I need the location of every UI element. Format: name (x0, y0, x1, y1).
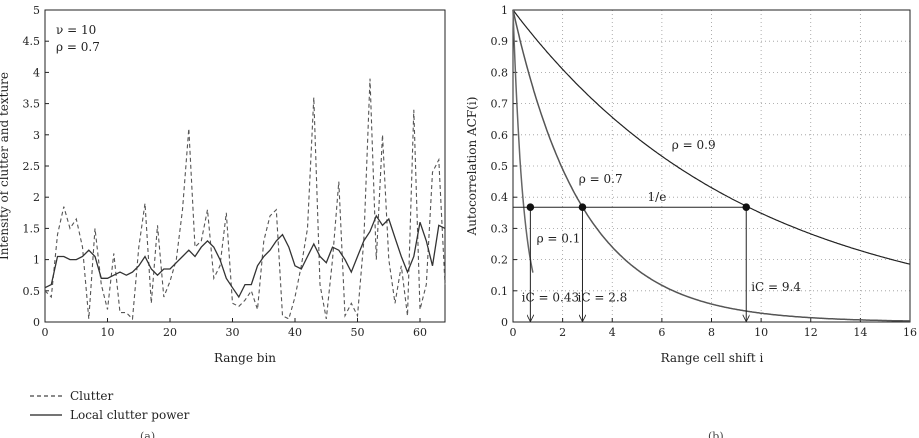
b-y-tick-label: 1 (501, 4, 508, 17)
chart-b: Autocorrelation ACF(i) Range cell shift … (465, 4, 917, 438)
legend-local-power-label: Local clutter power (70, 408, 190, 422)
b-x-tick-label: 14 (853, 326, 867, 339)
b-series-line (512, 9, 911, 322)
b-x-tick-label: 8 (708, 326, 715, 339)
a-x-axis-label: Range bin (214, 351, 276, 365)
b-series-label: ρ = 0.9 (672, 138, 716, 152)
b-y-tick-label: 0.7 (491, 98, 509, 111)
a-y-tick-label: 2 (33, 191, 40, 204)
b-series-line (512, 9, 534, 273)
b-x-tick-label: 12 (804, 326, 818, 339)
b-x-tick-label: 6 (658, 326, 665, 339)
b-x-tick-label: 4 (609, 326, 616, 339)
a-annotation-nu: ν = 10 (56, 23, 96, 37)
a-y-tick-label: 4.5 (23, 35, 41, 48)
a-x-tick-label: 40 (288, 326, 302, 339)
a-y-tick-label: 2.5 (23, 160, 41, 173)
b-ic-label: iC = 9.4 (751, 280, 801, 294)
a-y-tick-label: 0.5 (23, 285, 41, 298)
a-x-tick-label: 60 (413, 326, 427, 339)
a-y-tick-label: 1.5 (23, 222, 41, 235)
b-threshold-label: 1/e (648, 190, 667, 204)
a-annotation-rho: ρ = 0.7 (56, 40, 100, 54)
b-x-tick-label: 0 (510, 326, 517, 339)
b-series-line (512, 9, 911, 265)
b-y-tick-label: 0 (501, 316, 508, 329)
b-x-axis-label: Range cell shift i (661, 351, 764, 365)
a-x-tick-label: 50 (351, 326, 365, 339)
b-intersection-point (578, 203, 587, 212)
b-caption: (b) (708, 430, 724, 438)
a-y-tick-label: 3.5 (23, 98, 41, 111)
b-series-label: ρ = 0.7 (579, 172, 623, 186)
a-legend: Clutter Local clutter power (30, 389, 190, 422)
chart-a: Intensity of clutter and texture Range b… (0, 4, 446, 438)
legend-clutter-label: Clutter (70, 389, 113, 403)
b-series-label: ρ = 0.1 (537, 231, 581, 245)
a-x-tick-label: 10 (101, 326, 115, 339)
a-series-local-power-line (44, 214, 446, 299)
b-y-tick-label: 0.6 (491, 129, 509, 142)
a-y-tick-label: 0 (33, 316, 40, 329)
a-caption: (a) (140, 430, 155, 438)
b-y-tick-label: 0.9 (491, 35, 509, 48)
b-x-tick-label: 2 (559, 326, 566, 339)
b-y-tick-label: 0.8 (491, 66, 509, 79)
b-ic-label: iC = 2.8 (578, 291, 628, 305)
a-x-tick-label: 0 (42, 326, 49, 339)
a-y-axis-label: Intensity of clutter and texture (0, 72, 11, 260)
b-y-tick-label: 0.5 (491, 160, 509, 173)
a-series-clutter-line (44, 78, 446, 321)
b-x-tick-label: 10 (754, 326, 768, 339)
b-ic-label: iC = 0.43 (522, 291, 579, 305)
a-x-tick-label: 30 (226, 326, 240, 339)
a-plot-frame (44, 9, 446, 323)
b-intersection-point (742, 203, 751, 212)
a-x-tick-label: 20 (163, 326, 177, 339)
b-y-tick-label: 0.2 (491, 254, 509, 267)
b-y-tick-label: 0.3 (491, 222, 509, 235)
b-y-axis-label: Autocorrelation ACF(i) (465, 97, 479, 237)
a-y-tick-label: 1 (33, 254, 40, 267)
b-y-tick-label: 0.1 (491, 285, 509, 298)
a-y-tick-label: 4 (33, 66, 40, 79)
a-y-tick-label: 5 (33, 4, 40, 17)
b-y-tick-label: 0.4 (491, 191, 509, 204)
b-x-tick-label: 16 (903, 326, 917, 339)
b-intersection-point (526, 203, 535, 212)
a-y-tick-label: 3 (33, 129, 40, 142)
